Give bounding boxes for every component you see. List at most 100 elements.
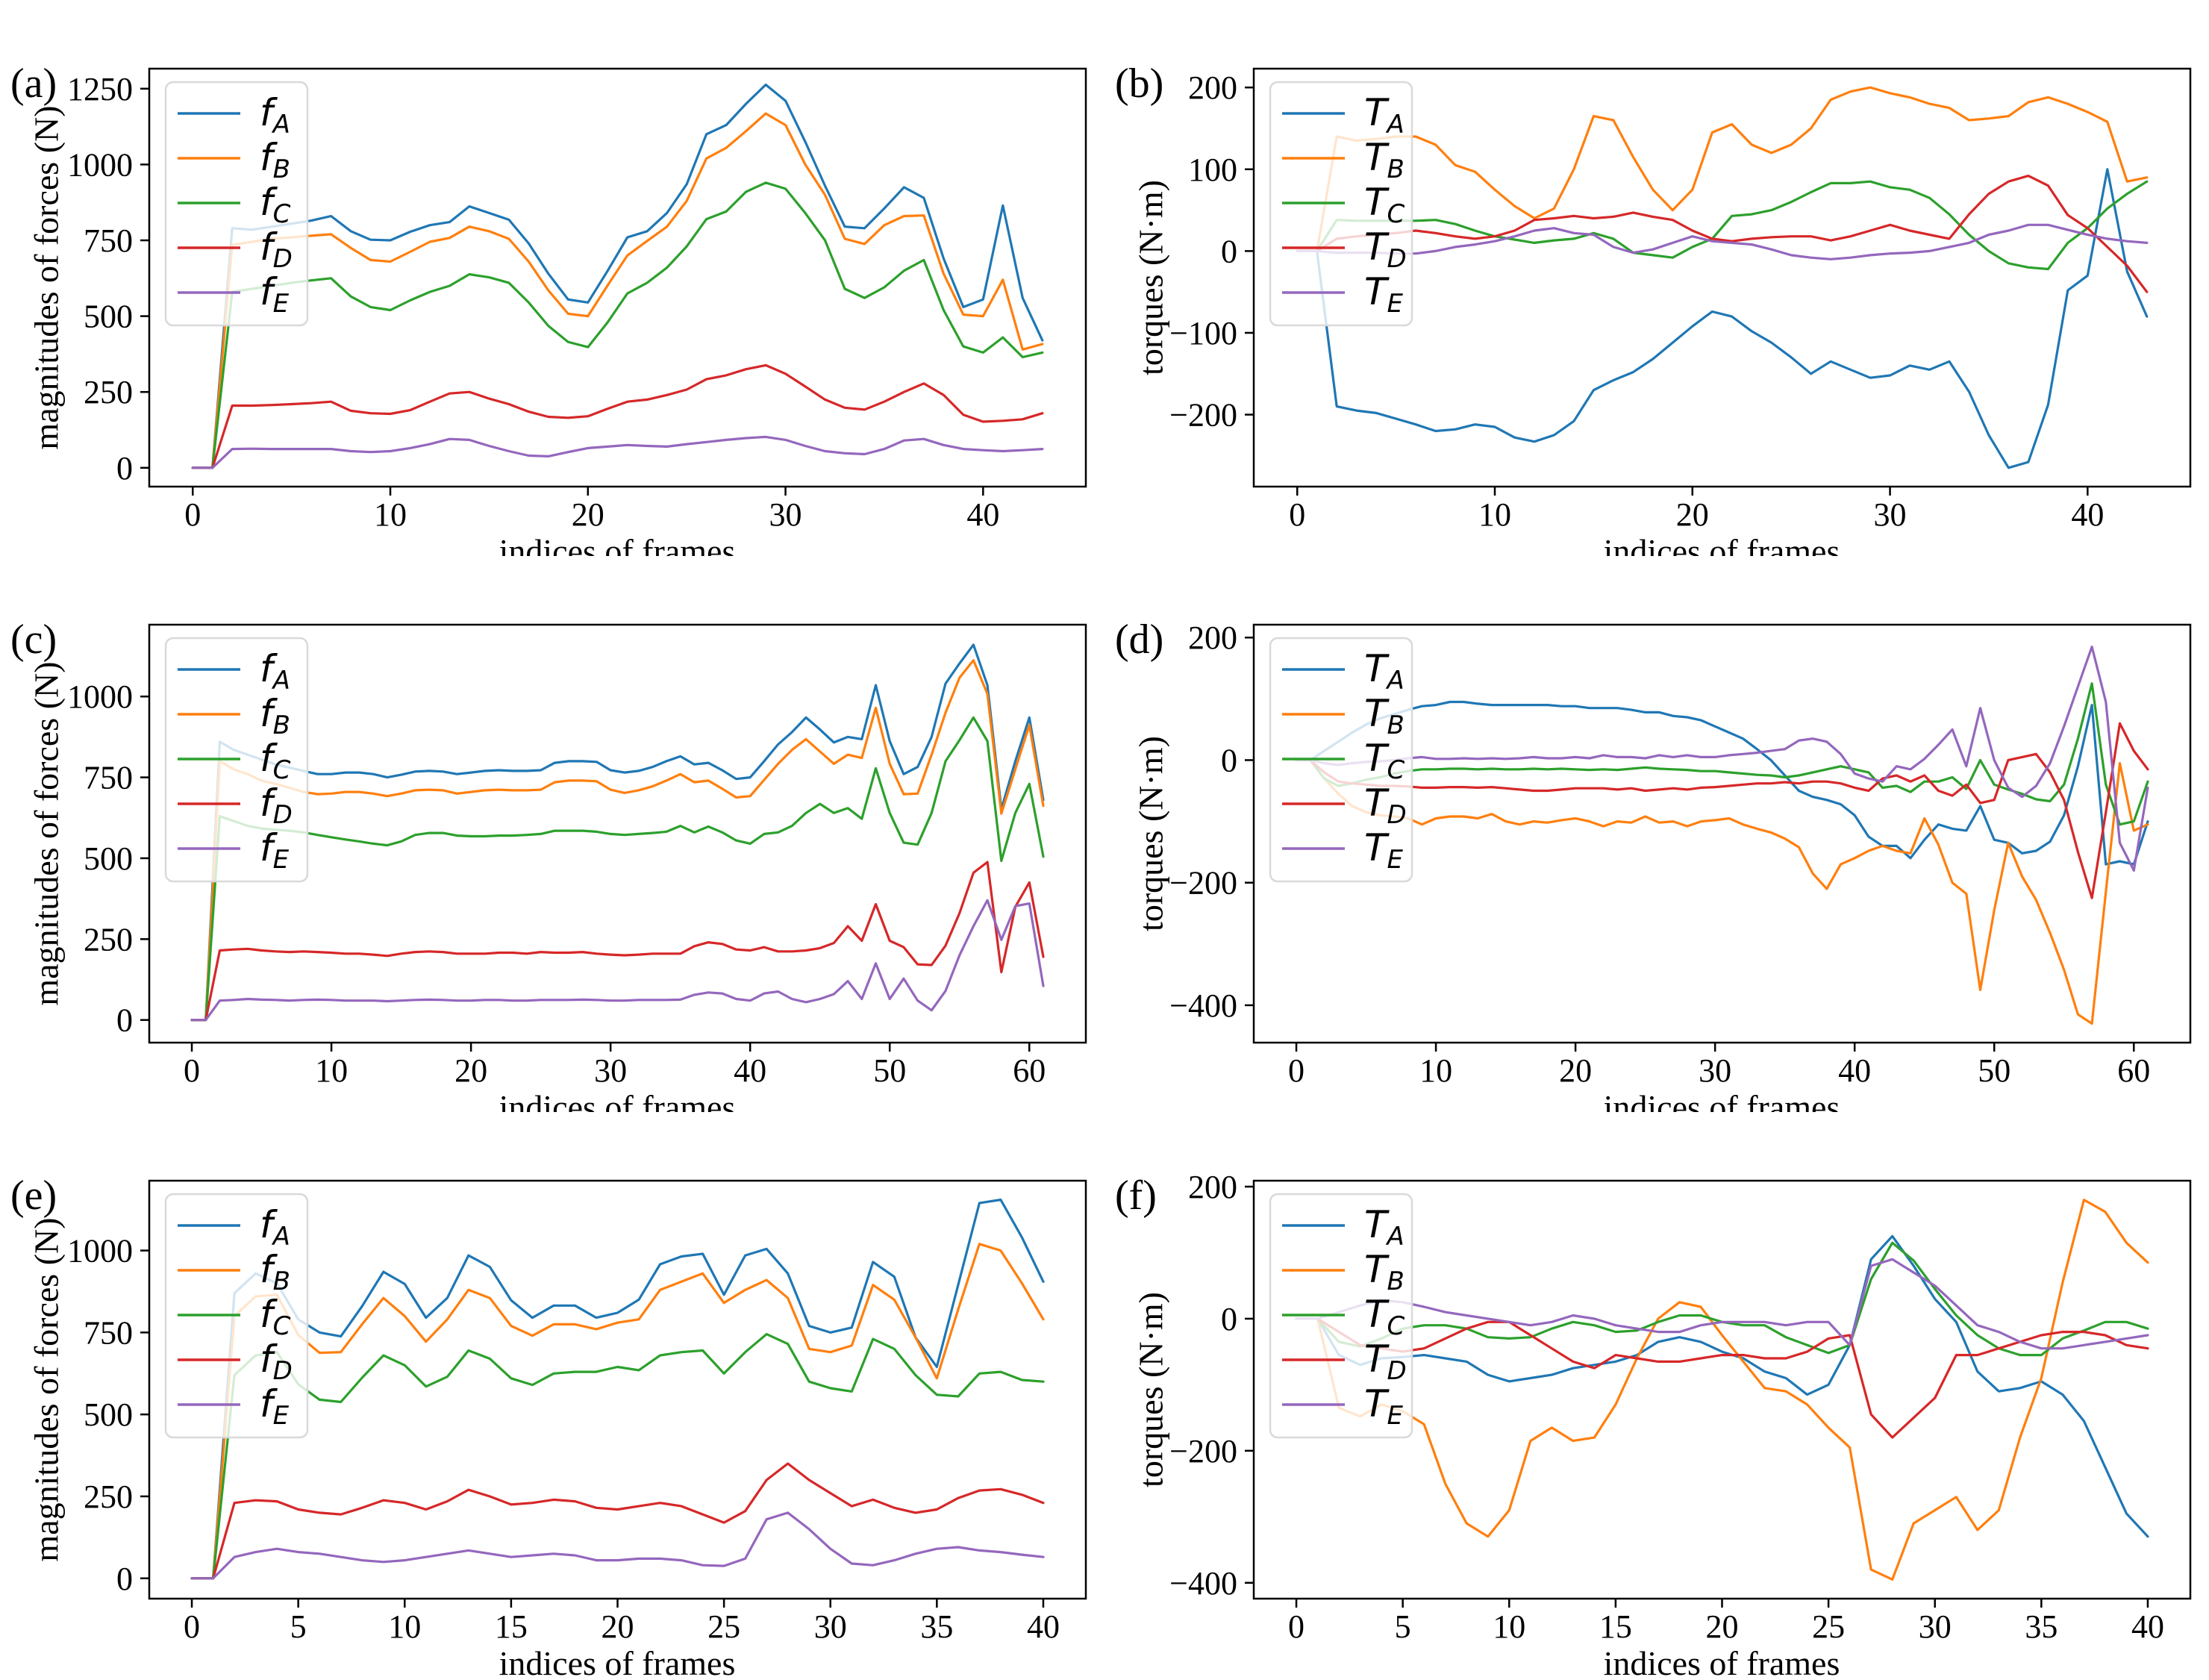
y-tick-label: 500 <box>84 840 133 877</box>
x-axis-label: indices of frames <box>1603 1644 1840 1680</box>
y-tick-label: 250 <box>84 374 133 410</box>
legend-label-f_B: fB <box>260 1248 290 1296</box>
x-tick-label: 0 <box>1289 496 1305 533</box>
legend-label-T_A: TA <box>1364 1203 1405 1252</box>
series-line-f_A <box>191 83 1044 469</box>
panel-d: 0 10 20 30 40 50 60 −400 −200 0 200 TA TB TC TD TE (d) … <box>1104 556 2209 1126</box>
panel-a: 0 10 20 30 40 0 250 500 750 1000 1250 fA fB fC fD fE (a… <box>0 0 1104 570</box>
x-tick-label: 0 <box>184 496 201 533</box>
x-tick-label: 20 <box>1559 1052 1592 1089</box>
series-line-T_B <box>1295 1199 2149 1581</box>
y-tick-label: −100 <box>1169 315 1237 352</box>
x-tick-label: 60 <box>1013 1052 1046 1089</box>
y-tick-label: 0 <box>1221 1301 1237 1337</box>
x-tick-label: 50 <box>873 1052 906 1089</box>
x-tick-label: 20 <box>1706 1608 1739 1645</box>
x-tick-label: 50 <box>1978 1052 2010 1089</box>
x-tick-label: 5 <box>290 1608 307 1645</box>
series-line-f_D <box>191 363 1044 469</box>
y-tick-label: 200 <box>1188 1169 1237 1205</box>
y-tick-label: 200 <box>1188 69 1237 106</box>
y-axis-label: magnitudes of forces (N) <box>27 661 66 1006</box>
series-line-T_C <box>1295 682 2149 826</box>
series-line-f_C <box>190 716 1045 1022</box>
x-tick-label: 40 <box>734 1052 766 1089</box>
x-tick-label: 30 <box>769 496 802 533</box>
x-tick-label: 20 <box>454 1052 487 1089</box>
y-axis-label: magnitudes of forces (N) <box>27 1217 66 1562</box>
legend-label-T_C: TC <box>1364 1293 1405 1341</box>
series-line-f_E <box>190 1511 1045 1580</box>
legend-label-T_B: TB <box>1364 692 1405 740</box>
panel-letter-e: (e) <box>10 1172 57 1219</box>
y-tick-label: 750 <box>84 222 133 259</box>
y-tick-label: 750 <box>84 1314 133 1351</box>
legend-label-T_A: TA <box>1364 91 1405 140</box>
legend-label-T_C: TC <box>1364 737 1405 785</box>
series-line-T_C <box>1296 180 2149 271</box>
series-line-f_D <box>190 861 1045 1022</box>
y-tick-label: 750 <box>84 760 133 796</box>
series-line-f_E <box>191 435 1044 469</box>
x-tick-label: 30 <box>814 1608 847 1645</box>
y-axis-label: torques (N·m) <box>1131 1292 1170 1487</box>
x-tick-label: 30 <box>1919 1608 1952 1645</box>
legend-label-T_D: TD <box>1364 225 1407 274</box>
panel-letter-a: (a) <box>10 60 57 107</box>
panel-e: 0 5 10 15 20 25 30 35 40 0 250 500 750 1000 fA fB fC fD fE… <box>0 1112 1104 1680</box>
series-line-f_A <box>190 643 1045 1022</box>
y-tick-label: 0 <box>1221 742 1237 778</box>
x-tick-label: 20 <box>1676 496 1709 533</box>
y-tick-label: 0 <box>1221 233 1237 269</box>
y-tick-label: −400 <box>1169 1565 1237 1602</box>
panel-letter-b: (b) <box>1115 60 1164 107</box>
legend-label-T_D: TD <box>1364 781 1407 830</box>
x-tick-label: 10 <box>388 1608 421 1645</box>
series-line-T_D <box>1296 175 2149 293</box>
x-tick-label: 10 <box>1419 1052 1452 1089</box>
x-tick-label: 10 <box>1493 1608 1525 1645</box>
y-tick-label: −200 <box>1169 397 1237 434</box>
legend-label-T_B: TB <box>1364 1248 1405 1296</box>
series-line-T_B <box>1295 758 2149 1025</box>
y-tick-label: 500 <box>84 299 133 335</box>
series-line-f_B <box>190 1243 1045 1580</box>
x-tick-label: 40 <box>2131 1608 2164 1645</box>
x-tick-label: 10 <box>315 1052 348 1089</box>
x-tick-label: 5 <box>1395 1608 1411 1645</box>
y-axis-label: magnitudes of forces (N) <box>27 105 66 450</box>
x-tick-label: 10 <box>1478 496 1511 533</box>
legend-label-T_E: TE <box>1364 826 1404 875</box>
series-line-T_A <box>1295 700 2149 866</box>
y-tick-label: −400 <box>1169 987 1237 1024</box>
x-tick-label: 40 <box>1027 1608 1060 1645</box>
x-tick-label: 60 <box>2117 1052 2150 1089</box>
x-axis-label: indices of frames <box>499 1644 736 1680</box>
y-tick-label: 250 <box>84 1478 133 1515</box>
panel-letter-d: (d) <box>1115 616 1164 663</box>
x-tick-label: 40 <box>966 496 999 533</box>
y-axis-label: torques (N·m) <box>1131 180 1170 375</box>
series-line-f_C <box>191 181 1044 469</box>
x-tick-label: 15 <box>1599 1608 1632 1645</box>
x-tick-label: 0 <box>1288 1608 1305 1645</box>
series-line-f_D <box>190 1462 1045 1580</box>
legend-label-f_D: fD <box>260 781 293 830</box>
legend-label-T_C: TC <box>1364 181 1405 229</box>
y-tick-label: −200 <box>1169 865 1237 902</box>
legend-label-f_E: fE <box>260 1382 290 1431</box>
series-line-T_E <box>1295 1258 2149 1350</box>
x-tick-label: 0 <box>184 1608 200 1645</box>
x-tick-label: 20 <box>602 1608 634 1645</box>
y-tick-label: 1250 <box>67 71 133 107</box>
x-tick-label: 30 <box>594 1052 627 1089</box>
legend-label-f_A: fA <box>260 647 290 696</box>
x-tick-label: 0 <box>184 1052 200 1089</box>
x-tick-label: 10 <box>374 496 407 533</box>
